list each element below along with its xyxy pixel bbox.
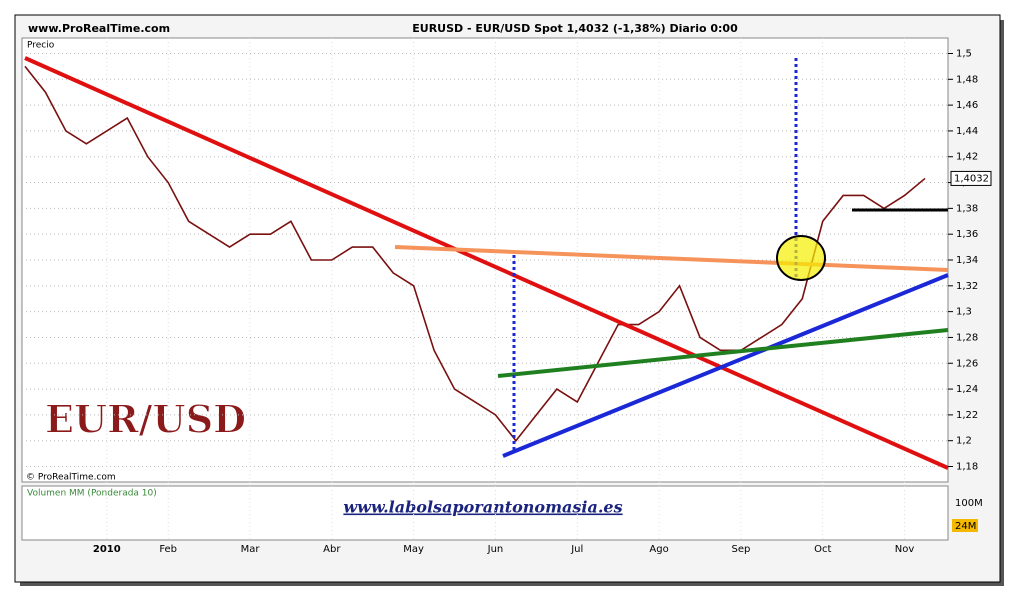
price-line — [24, 65, 926, 442]
x-tick-label: Mar — [241, 544, 261, 555]
x-tick-label: May — [403, 544, 424, 555]
volume-title: Volumen MM (Ponderada 10) — [27, 489, 157, 499]
plot — [22, 38, 948, 540]
y-tick-label: 1,34 — [956, 255, 978, 266]
y-tick-label: 1,2 — [956, 436, 972, 447]
y-tick-label: 1,22 — [956, 410, 978, 421]
volume-tick: 100M — [955, 498, 983, 509]
y-tick-label: 1,48 — [956, 74, 978, 85]
volume-last-box — [952, 519, 978, 532]
y-tick-label: 1,24 — [956, 384, 978, 395]
y-tick-label: 1,38 — [956, 203, 978, 214]
x-tick-label: 2010 — [93, 544, 121, 555]
trendline-red — [24, 56, 949, 470]
x-tick-label: Jul — [570, 544, 583, 555]
y-tick-label: 1,3 — [956, 307, 972, 318]
y-tick-label: 1,26 — [956, 358, 978, 369]
x-tick-label: Nov — [895, 544, 915, 555]
trendline-orange — [394, 245, 949, 272]
x-tick-label: Ago — [649, 544, 668, 555]
x-tick-label: Oct — [814, 544, 831, 555]
trendline-green — [497, 328, 949, 378]
y-tick-label: 1,32 — [956, 281, 978, 292]
y-tick-label: 1,42 — [956, 152, 978, 163]
y-tick-label: 1,18 — [956, 462, 978, 473]
trendline-blue — [502, 273, 949, 458]
volume-panel — [21, 485, 949, 541]
y-tick-label: 1,36 — [956, 229, 978, 240]
x-tick-label: Sep — [731, 544, 750, 555]
x-tick-label: Jun — [487, 544, 504, 555]
x-tick-label: Abr — [323, 544, 341, 555]
volume-last: 24M — [955, 521, 976, 532]
copyright: © ProRealTime.com — [26, 473, 116, 483]
header-site: www.ProRealTime.com — [28, 22, 170, 35]
chart-title: EURUSD - EUR/USD Spot 1,4032 (-1,38%) Di… — [412, 22, 738, 35]
highlight-circle — [776, 235, 826, 281]
panel-label: Precio — [27, 41, 55, 51]
x-tick-label: Feb — [159, 544, 177, 555]
last-price-box — [950, 170, 992, 186]
y-tick-label: 1,44 — [956, 126, 978, 137]
last-price-label: 1,4032 — [954, 173, 989, 184]
watermark: EUR/USD — [45, 397, 246, 442]
y-tick-label: 1,46 — [956, 100, 978, 111]
y-tick-label: 1,5 — [956, 48, 972, 59]
website: www.labolsaporantonomasia.es — [343, 498, 622, 517]
y-tick-label: 1,28 — [956, 332, 978, 343]
annotations — [24, 56, 949, 470]
